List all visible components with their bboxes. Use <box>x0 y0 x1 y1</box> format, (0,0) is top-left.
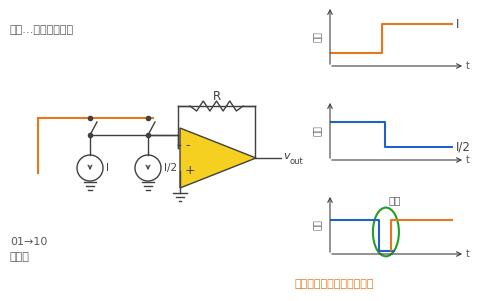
Text: 电流: 电流 <box>314 126 323 136</box>
Text: t: t <box>466 155 470 165</box>
Text: v: v <box>283 151 290 161</box>
Text: +: + <box>185 165 195 178</box>
Text: I: I <box>106 163 109 173</box>
Text: R: R <box>212 89 220 103</box>
Text: I/2: I/2 <box>164 163 177 173</box>
Text: t: t <box>466 61 470 71</box>
Text: -: - <box>185 139 189 153</box>
Text: out: out <box>290 157 304 166</box>
Text: I: I <box>456 18 459 31</box>
Text: t: t <box>466 249 470 259</box>
Text: 例如…在电流模式中: 例如…在电流模式中 <box>10 25 74 35</box>
Text: 01→10: 01→10 <box>10 237 48 247</box>
Text: 干扰: 干扰 <box>389 196 401 206</box>
Text: 电流: 电流 <box>314 32 323 42</box>
Text: 切换时有时间差和观察干扰: 切换时有时间差和观察干扰 <box>295 279 375 289</box>
Text: 电流: 电流 <box>314 220 323 230</box>
Text: I/2: I/2 <box>456 141 471 154</box>
Text: 切换时: 切换时 <box>10 252 30 262</box>
Polygon shape <box>180 128 256 188</box>
